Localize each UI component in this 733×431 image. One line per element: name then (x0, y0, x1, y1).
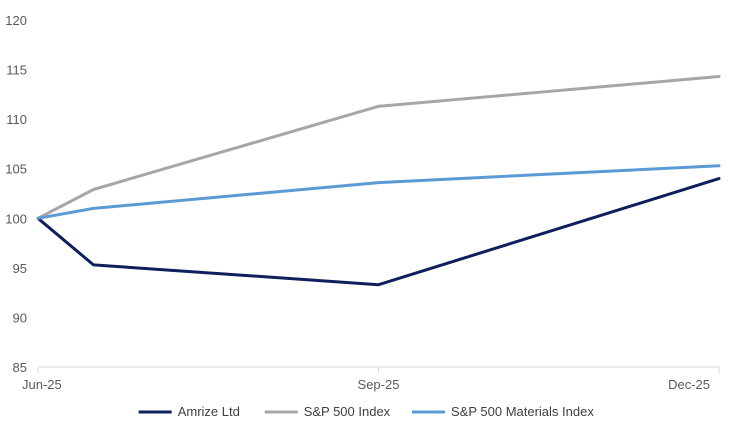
legend-label: S&P 500 Index (304, 404, 391, 419)
series-layer (36, 75, 721, 287)
series-line-amrize-ltd (36, 177, 721, 287)
x-tick-label: Sep-25 (358, 377, 400, 392)
y-axis: 85 90 95 100 105 110 115 120 (5, 13, 27, 375)
legend-label: S&P 500 Materials Index (451, 404, 594, 419)
y-tick-label: 90 (13, 310, 27, 325)
y-tick-label: 85 (13, 360, 27, 375)
legend-label: Amrize Ltd (178, 404, 240, 419)
y-tick-label: 120 (5, 13, 27, 28)
series-line-s-p-500-materials-index (36, 164, 721, 220)
y-tick-label: 115 (6, 63, 27, 78)
y-tick-label: 110 (6, 112, 27, 127)
y-tick-label: 95 (13, 261, 27, 276)
y-tick-label: 100 (5, 211, 27, 226)
series-line-s-p-500-index (36, 75, 721, 220)
x-tick-label: Jun-25 (22, 377, 62, 392)
y-tick-label: 105 (5, 162, 27, 177)
legend: Amrize Ltd S&P 500 Index S&P 500 Materials… (138, 404, 594, 419)
x-tick-label: Dec-25 (668, 377, 710, 392)
x-axis: Jun-25 Sep-25 Dec-25 (22, 366, 720, 392)
